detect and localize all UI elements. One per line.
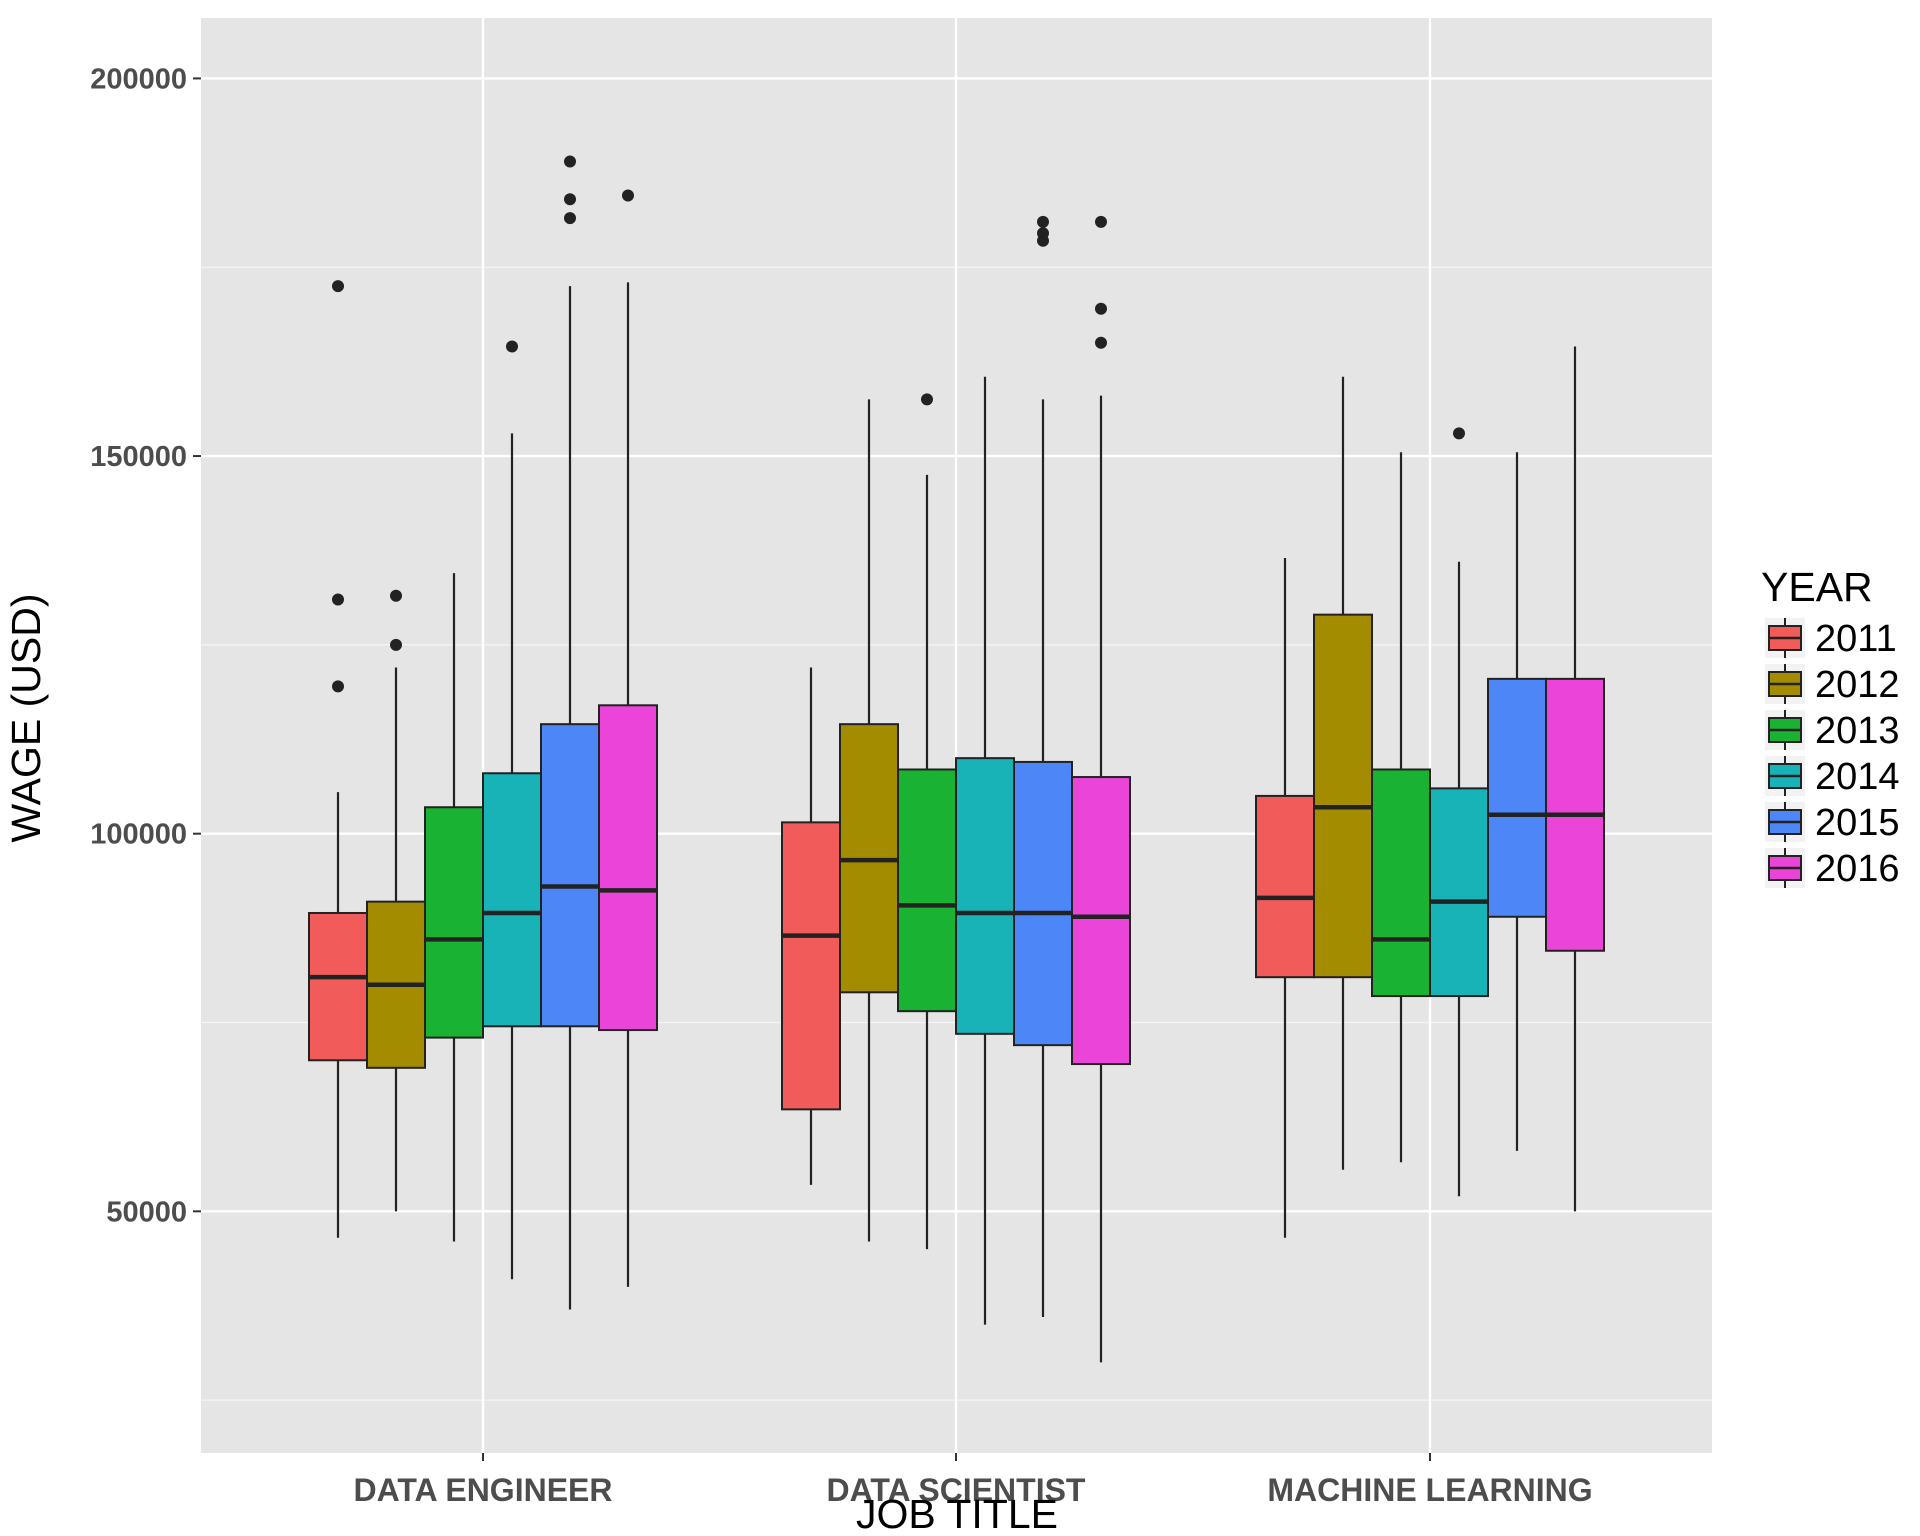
x-tick-label: DATA ENGINEER	[354, 1472, 613, 1508]
grid-lines	[201, 18, 1712, 1453]
outlier-point	[564, 155, 576, 168]
outlier-point	[1037, 227, 1049, 240]
legend-item-2015: 2015	[1765, 802, 1900, 844]
legend-item-2013: 2013	[1765, 710, 1900, 752]
box-body	[424, 806, 484, 1039]
box-body	[482, 772, 542, 1028]
box-2013-0	[424, 573, 484, 1242]
x-tick-label: MACHINE LEARNING	[1267, 1472, 1592, 1508]
outlier-point	[1037, 215, 1049, 228]
outlier-point	[332, 593, 344, 606]
box-2016-2	[1545, 346, 1605, 1212]
outlier-point	[1095, 336, 1107, 349]
boxes	[308, 155, 1605, 1363]
legend-item-2012: 2012	[1765, 664, 1900, 706]
box-body	[955, 757, 1015, 1035]
x-tick-label: DATA SCIENTIST	[827, 1472, 1086, 1508]
outlier-point	[622, 189, 634, 202]
outlier-point	[390, 638, 402, 651]
y-tick-label: 50000	[106, 1196, 187, 1228]
box-body	[1013, 760, 1073, 1047]
legend-label: 2015	[1815, 802, 1900, 844]
box-body	[1487, 677, 1547, 918]
box-2011-0	[308, 280, 368, 1238]
outlier-point	[332, 280, 344, 293]
box-2011-1	[781, 667, 841, 1185]
box-2012-1	[839, 399, 899, 1242]
outlier-point	[921, 393, 933, 406]
box-body	[1255, 794, 1315, 979]
legend-label: 2011	[1815, 618, 1897, 660]
outlier-point	[1095, 302, 1107, 315]
box-2015-1	[1013, 215, 1073, 1318]
outlier-point	[1095, 215, 1107, 228]
legend-item-2014: 2014	[1765, 756, 1900, 798]
legend-label: 2016	[1815, 848, 1900, 890]
box-2015-0	[540, 155, 600, 1310]
box-body	[1429, 787, 1489, 998]
axes: 50000 100000 150000 200000 DATA ENGINEER DATA…	[90, 63, 1592, 1508]
legend-item-2016: 2016	[1765, 848, 1900, 890]
legend-label: 2013	[1815, 710, 1900, 752]
box-2013-2	[1371, 452, 1431, 1163]
x-axis-title: JOB TITLE	[856, 1491, 1058, 1536]
box-2015-2	[1487, 452, 1547, 1151]
legend-label: 2012	[1815, 664, 1900, 706]
box-body	[1313, 613, 1373, 979]
legend-title: YEAR	[1761, 564, 1873, 610]
box-2012-0	[366, 589, 426, 1212]
box-body	[598, 704, 658, 1032]
legend-label: 2014	[1815, 756, 1900, 798]
outlier-point	[1453, 427, 1465, 440]
outlier-point	[506, 340, 518, 353]
box-body	[897, 768, 957, 1013]
box-body	[308, 911, 368, 1062]
box-2016-1	[1071, 215, 1131, 1363]
outlier-point	[390, 589, 402, 602]
y-tick-label: 200000	[90, 63, 187, 95]
box-body	[1371, 768, 1431, 998]
box-2013-1	[897, 393, 957, 1250]
outlier-point	[564, 212, 576, 225]
y-tick-label: 100000	[90, 819, 187, 851]
box-2011-2	[1255, 558, 1315, 1238]
y-tick-label: 150000	[90, 441, 187, 473]
box-body	[781, 821, 841, 1111]
outlier-point	[564, 193, 576, 206]
y-axis-title: WAGE (USD)	[3, 593, 49, 842]
box-2014-0	[482, 340, 542, 1280]
box-body	[540, 723, 600, 1028]
box-2012-2	[1313, 376, 1373, 1170]
box-2016-0	[598, 189, 658, 1287]
legend-item-2011: 2011	[1765, 618, 1897, 660]
box-body	[1071, 776, 1131, 1066]
outlier-point	[332, 680, 344, 693]
